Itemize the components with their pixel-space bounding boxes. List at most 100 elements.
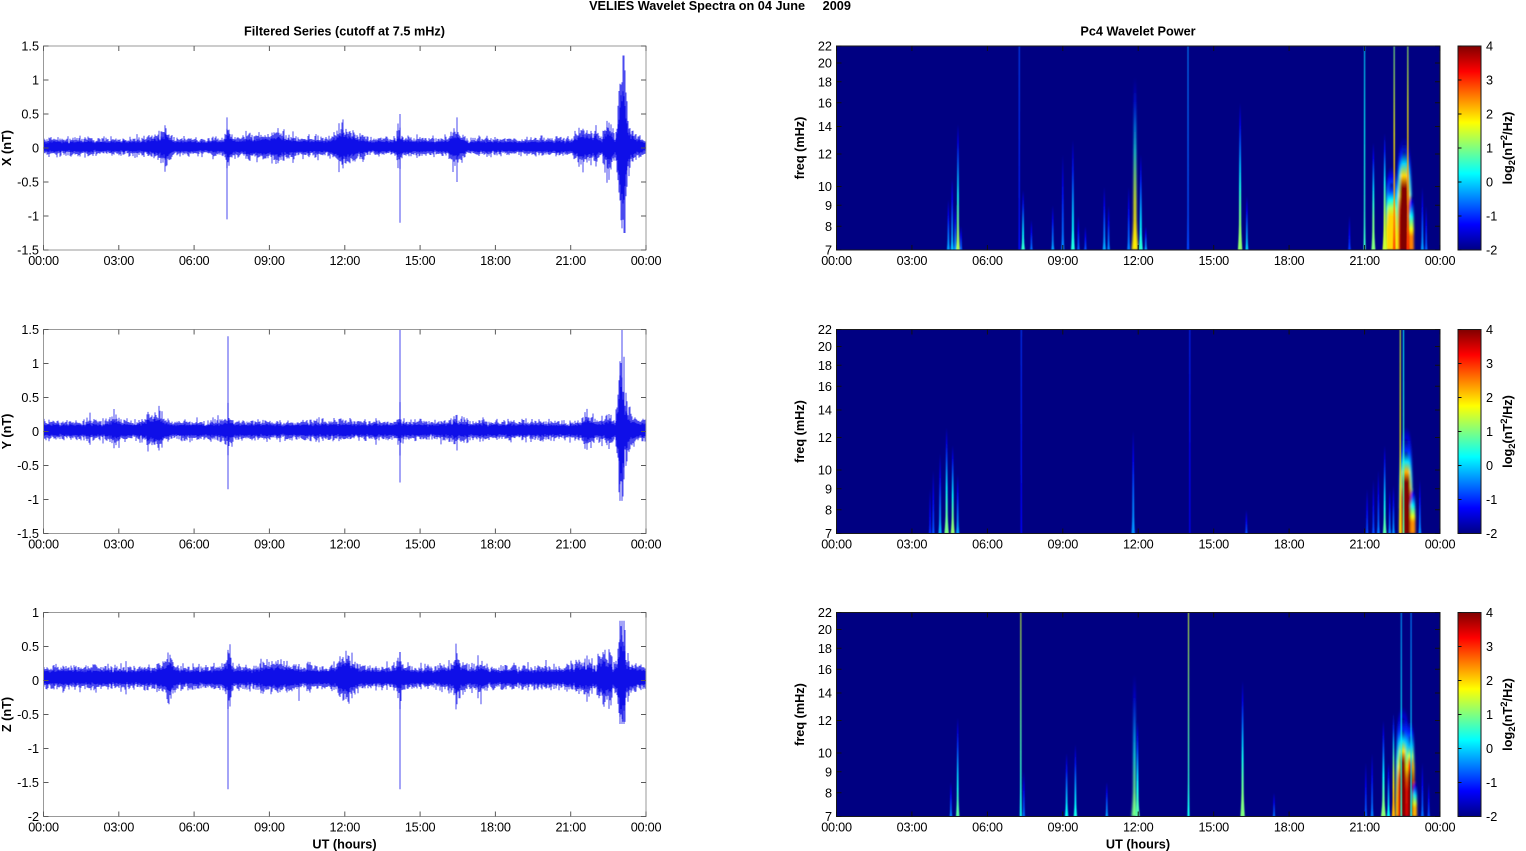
svg-text:1.5: 1.5 [21,40,39,54]
svg-text:18:00: 18:00 [1274,538,1305,552]
svg-text:22: 22 [818,323,832,337]
svg-text:15:00: 15:00 [1198,254,1229,268]
svg-text:06:00: 06:00 [972,254,1003,268]
svg-text:22: 22 [818,606,832,620]
svg-text:06:00: 06:00 [179,254,210,268]
svg-text:4: 4 [1486,323,1493,337]
svg-text:12:00: 12:00 [330,254,361,268]
svg-text:00:00: 00:00 [631,821,662,835]
svg-text:00:00: 00:00 [631,538,662,552]
svg-text:Filtered Series (cutoff at 7.5: Filtered Series (cutoff at 7.5 mHz) [244,25,445,39]
svg-text:9: 9 [825,482,832,496]
svg-text:16: 16 [818,380,832,394]
svg-text:1: 1 [32,74,39,88]
svg-text:12:00: 12:00 [330,538,361,552]
svg-text:00:00: 00:00 [1425,254,1456,268]
svg-text:10: 10 [818,747,832,761]
svg-text:18:00: 18:00 [480,538,511,552]
svg-text:18:00: 18:00 [480,254,511,268]
svg-text:00:00: 00:00 [28,821,59,835]
svg-text:-2: -2 [1486,244,1497,258]
svg-text:03:00: 03:00 [104,538,135,552]
svg-text:7: 7 [825,527,832,541]
svg-text:03:00: 03:00 [897,254,928,268]
svg-text:21:00: 21:00 [555,254,586,268]
svg-text:21:00: 21:00 [555,538,586,552]
svg-text:00:00: 00:00 [631,254,662,268]
svg-text:7: 7 [825,244,832,258]
svg-text:03:00: 03:00 [897,821,928,835]
svg-text:15:00: 15:00 [1198,538,1229,552]
svg-text:18:00: 18:00 [1274,254,1305,268]
svg-text:freq (mHz): freq (mHz) [793,683,807,746]
svg-text:06:00: 06:00 [179,538,210,552]
svg-text:12: 12 [818,431,832,445]
svg-text:log2(nT2/Hz): log2(nT2/Hz) [1499,112,1518,185]
svg-text:0: 0 [1486,742,1493,756]
svg-text:1: 1 [32,357,39,371]
svg-text:-1.5: -1.5 [17,776,39,790]
svg-text:09:00: 09:00 [1048,538,1079,552]
svg-text:X (nT): X (nT) [0,130,14,166]
svg-text:15:00: 15:00 [405,538,436,552]
svg-text:21:00: 21:00 [555,821,586,835]
svg-text:log2(nT2/Hz): log2(nT2/Hz) [1499,395,1518,468]
svg-text:-2: -2 [28,810,39,824]
svg-text:0: 0 [32,142,39,156]
svg-text:UT (hours): UT (hours) [1106,838,1170,851]
svg-text:-1: -1 [1486,210,1497,224]
svg-text:20: 20 [818,340,832,354]
svg-text:-2: -2 [1486,810,1497,824]
svg-text:18: 18 [818,642,832,656]
svg-text:00:00: 00:00 [1425,821,1456,835]
svg-text:16: 16 [818,96,832,110]
svg-text:freq (mHz): freq (mHz) [793,117,807,180]
svg-text:09:00: 09:00 [254,254,285,268]
svg-text:21:00: 21:00 [1349,538,1380,552]
svg-text:Y (nT): Y (nT) [0,414,14,450]
svg-text:0: 0 [32,674,39,688]
svg-text:15:00: 15:00 [1198,821,1229,835]
svg-text:20: 20 [818,623,832,637]
svg-text:0.5: 0.5 [21,108,39,122]
svg-text:9: 9 [825,199,832,213]
svg-text:18: 18 [818,359,832,373]
svg-text:12:00: 12:00 [1123,254,1154,268]
svg-text:06:00: 06:00 [179,821,210,835]
svg-text:09:00: 09:00 [254,538,285,552]
svg-text:1.5: 1.5 [21,323,39,337]
svg-text:09:00: 09:00 [1048,821,1079,835]
svg-text:3: 3 [1486,357,1493,371]
svg-text:21:00: 21:00 [1349,821,1380,835]
svg-text:18: 18 [818,75,832,89]
svg-text:-1.5: -1.5 [17,527,39,541]
svg-text:00:00: 00:00 [821,821,852,835]
svg-text:15:00: 15:00 [405,821,436,835]
svg-text:-1: -1 [28,210,39,224]
svg-text:2: 2 [1486,674,1493,688]
svg-text:Pc4 Wavelet Power: Pc4 Wavelet Power [1080,25,1195,39]
svg-text:0: 0 [1486,176,1493,190]
svg-text:00:00: 00:00 [28,254,59,268]
svg-text:freq (mHz): freq (mHz) [793,400,807,463]
svg-text:15:00: 15:00 [405,254,436,268]
svg-text:00:00: 00:00 [821,254,852,268]
svg-text:18:00: 18:00 [480,821,511,835]
svg-text:7: 7 [825,810,832,824]
svg-text:log2(nT2/Hz): log2(nT2/Hz) [1499,678,1518,751]
svg-text:8: 8 [825,503,832,517]
svg-text:18:00: 18:00 [1274,821,1305,835]
svg-text:2: 2 [1486,108,1493,122]
svg-text:10: 10 [818,464,832,478]
svg-text:1: 1 [1486,142,1493,156]
svg-text:-1.5: -1.5 [17,244,39,258]
svg-text:2: 2 [1486,391,1493,405]
svg-text:06:00: 06:00 [972,821,1003,835]
svg-text:3: 3 [1486,74,1493,88]
svg-text:Z (nT): Z (nT) [0,697,14,732]
svg-text:-0.5: -0.5 [17,708,39,722]
svg-text:0.5: 0.5 [21,640,39,654]
svg-text:00:00: 00:00 [821,538,852,552]
svg-text:1: 1 [32,606,39,620]
svg-text:UT (hours): UT (hours) [312,838,376,851]
